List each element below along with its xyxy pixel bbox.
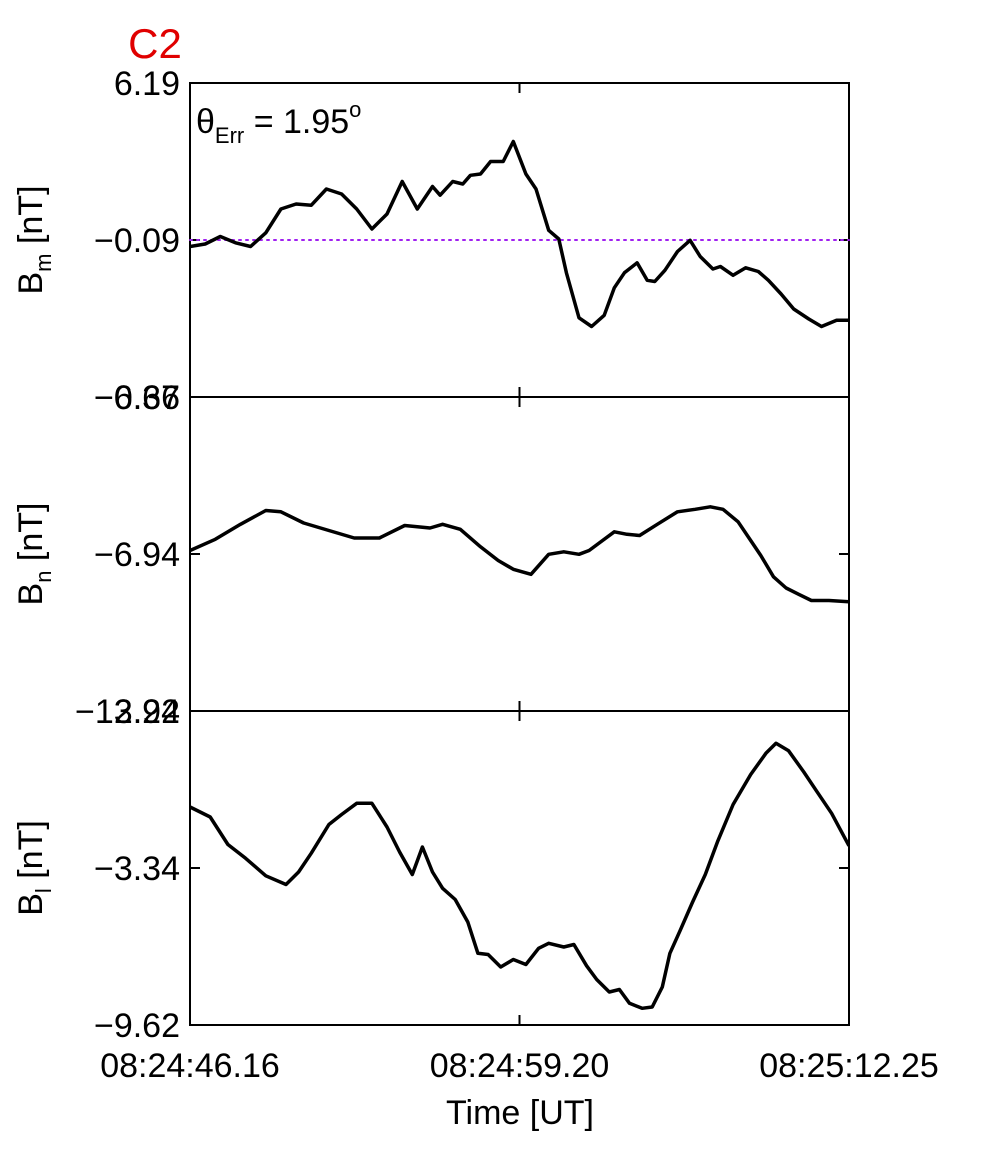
x-tick-label: 08:25:12.25 xyxy=(759,1047,939,1085)
y-tick-label: −13.22 xyxy=(75,693,180,731)
y-tick-label: −3.34 xyxy=(94,850,180,888)
y-axis-label-symbol: B xyxy=(12,893,50,916)
y-axis-label-subscript: l xyxy=(31,888,56,893)
chart-title: C2 xyxy=(128,20,182,67)
y-tick-label: 6.19 xyxy=(114,65,180,103)
annotation-prefix: θ xyxy=(196,103,215,141)
x-tick-label: 08:24:59.20 xyxy=(430,1047,610,1085)
x-tick-label: 08:24:46.16 xyxy=(100,1047,280,1085)
y-axis-label: Bn [nT] xyxy=(12,503,56,606)
y-tick-label: 2.94 xyxy=(114,693,180,731)
y-axis-label-symbol: B xyxy=(12,583,50,606)
y-axis-label-subscript: m xyxy=(31,254,56,272)
x-axis-label: Time [UT] xyxy=(446,1094,594,1132)
series-line xyxy=(190,505,849,604)
y-tick-label: −0.66 xyxy=(94,379,180,417)
annotation-superscript: o xyxy=(349,97,361,122)
y-tick-label: −6.94 xyxy=(94,536,180,574)
x-axis: 08:24:46.16 08:24:59.20 08:25:12.25 xyxy=(100,1047,939,1085)
annotation-text: = 1.95 xyxy=(244,103,349,141)
y-tick-label: −9.62 xyxy=(94,1007,180,1045)
y-axis-label-unit: [nT] xyxy=(12,503,50,571)
panel-frame xyxy=(189,396,850,712)
panel-frame xyxy=(189,710,850,1026)
y-axis-label-unit: [nT] xyxy=(12,185,50,253)
y-axis-label-symbol: B xyxy=(12,272,50,295)
panel-1: −0.66 −6.94 −13.22 Bn [nT] xyxy=(12,379,850,731)
y-tick-label: −0.09 xyxy=(94,222,180,260)
panel-2: 2.94 −3.34 −9.62 Bl [nT] xyxy=(12,693,850,1045)
panels: 6.19 −0.09 −6.37 Bm [nT] −0.66 −6.94 −13.22 Bn … xyxy=(12,65,850,1045)
panel-0: 6.19 −0.09 −6.37 Bm [nT] xyxy=(12,65,850,417)
series-line xyxy=(190,741,849,1011)
y-axis-label: Bm [nT] xyxy=(12,185,56,294)
series-line xyxy=(190,139,849,329)
y-tick-label: −6.37 xyxy=(94,379,180,417)
error-angle-annotation: θErr = 1.95o xyxy=(196,97,361,148)
y-axis-label-unit: [nT] xyxy=(12,820,50,888)
y-axis-label-subscript: n xyxy=(31,571,56,583)
y-axis-label: Bl [nT] xyxy=(12,820,56,916)
annotation-subscript: Err xyxy=(215,123,244,148)
